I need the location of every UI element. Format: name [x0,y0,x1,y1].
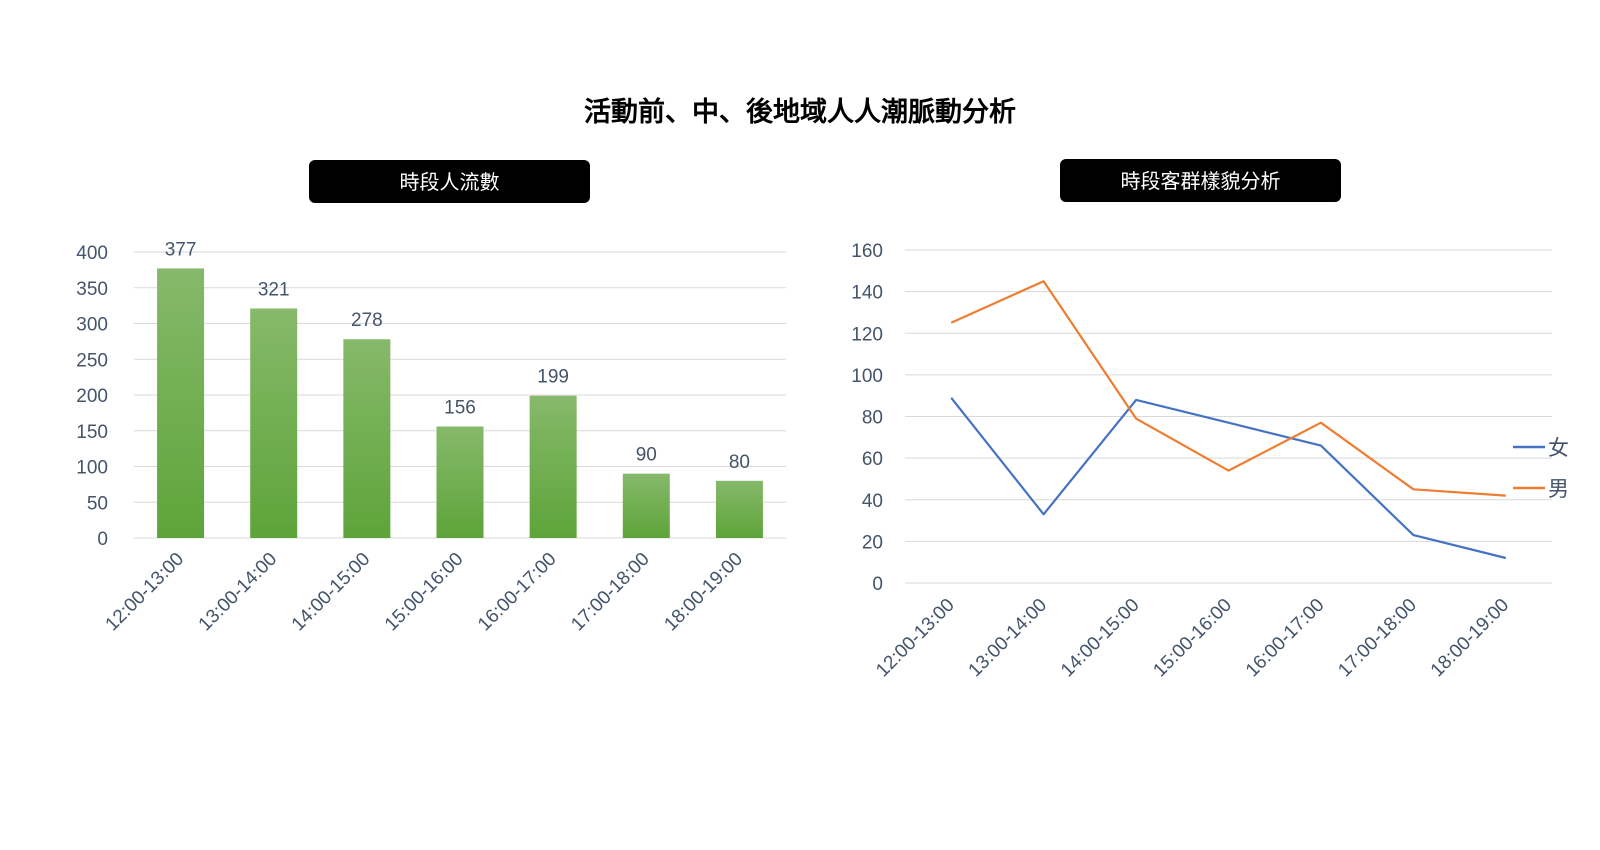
bar-data-label: 278 [351,310,383,331]
page-title: 活動前、中、後地域人人潮脈動分析 [584,97,1016,128]
bar-ytick-label: 50 [87,493,108,514]
bar-xtick-label: 12:00-13:00 [102,549,189,636]
bar-ytick-label: 150 [76,422,108,443]
line-xtick-label: 17:00-18:00 [1334,595,1421,682]
bar [157,268,205,538]
bar-data-label: 321 [258,279,290,300]
bar-data-label: 199 [537,367,569,388]
bar-data-label: 377 [165,239,197,260]
line-xtick-label: 18:00-19:00 [1427,595,1514,682]
legend-label: 男 [1548,478,1569,501]
bar [250,308,298,538]
bar-chart: 0 50 100 150 200 250 300 350 400 377 321 278 156 199… [76,239,786,636]
bar-data-label: 156 [444,397,476,418]
bar-ytick-label: 250 [76,350,108,371]
line-xtick-label: 12:00-13:00 [872,595,959,682]
line-xtick-label: 16:00-17:00 [1242,595,1329,682]
line-series-female [950,397,1507,560]
bar-ytick-label: 350 [76,279,108,300]
line-ytick-label: 40 [862,491,883,512]
line-ytick-label: 0 [872,574,883,595]
bar [715,480,763,538]
line-ytick-label: 80 [862,408,883,429]
line-ytick-label: 20 [862,532,883,553]
bar [343,339,391,538]
line-ytick-label: 120 [851,324,883,345]
bar-ytick-label: 400 [76,243,108,264]
line-xtick-label: 15:00-16:00 [1149,595,1236,682]
bar-ytick-label: 0 [97,529,108,550]
bar-ytick-label: 100 [76,458,108,479]
bar-data-label: 90 [636,445,657,466]
bar [529,395,577,538]
bar-ytick-label: 200 [76,386,108,407]
bar [436,426,484,538]
line-ytick-label: 60 [862,449,883,470]
bar-data-label: 80 [729,452,750,473]
bar-xtick-label: 13:00-14:00 [195,549,282,636]
bar-xtick-label: 16:00-17:00 [474,549,561,636]
bar-xtick-label: 14:00-15:00 [288,549,375,636]
line-xtick-label: 13:00-14:00 [965,595,1052,682]
bar-xtick-label: 17:00-18:00 [567,549,654,636]
line-xtick-label: 14:00-15:00 [1057,595,1144,682]
bar-xtick-label: 18:00-19:00 [660,549,747,636]
legend-label: 女 [1548,437,1569,460]
bar [622,473,670,538]
line-chart-title: 時段客群樣貌分析 [1060,159,1341,202]
bar-ytick-label: 300 [76,315,108,336]
line-series-male [950,280,1506,497]
line-ytick-label: 160 [851,241,883,262]
bar-chart-title: 時段人流數 [309,160,590,203]
bar-xtick-label: 15:00-16:00 [381,549,468,636]
line-ytick-label: 100 [851,366,883,387]
line-ytick-label: 140 [851,283,883,304]
